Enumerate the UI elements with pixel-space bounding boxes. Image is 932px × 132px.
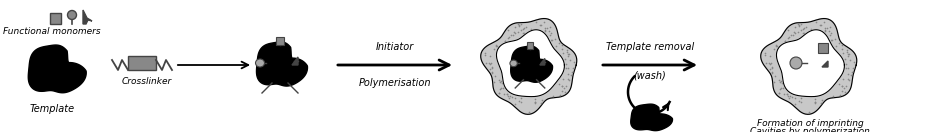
Polygon shape xyxy=(631,104,673,131)
Bar xyxy=(50,13,61,24)
Text: Template removal: Template removal xyxy=(606,42,694,52)
Bar xyxy=(128,56,156,70)
Polygon shape xyxy=(256,42,308,86)
Ellipse shape xyxy=(255,59,265,67)
Bar xyxy=(818,43,828,53)
Bar xyxy=(527,42,533,49)
Text: Template: Template xyxy=(30,104,75,114)
Text: (wash): (wash) xyxy=(634,70,666,80)
Text: Formation of imprinting: Formation of imprinting xyxy=(757,119,863,128)
Polygon shape xyxy=(776,30,844,97)
Polygon shape xyxy=(822,61,828,67)
Polygon shape xyxy=(497,30,565,97)
Polygon shape xyxy=(761,18,857,114)
Circle shape xyxy=(790,57,802,69)
Polygon shape xyxy=(28,45,87,93)
Text: Initiator: Initiator xyxy=(376,42,414,52)
Text: Cavities by polymerization: Cavities by polymerization xyxy=(750,127,870,132)
Circle shape xyxy=(67,11,76,20)
Polygon shape xyxy=(83,10,92,24)
Text: Crosslinker: Crosslinker xyxy=(122,77,172,86)
Polygon shape xyxy=(540,58,545,65)
Polygon shape xyxy=(481,18,577,114)
Polygon shape xyxy=(511,46,553,82)
Text: Polymerisation: Polymerisation xyxy=(359,78,432,88)
Ellipse shape xyxy=(510,60,517,67)
Bar xyxy=(276,37,284,45)
Text: Functional monomers: Functional monomers xyxy=(3,27,101,36)
Polygon shape xyxy=(292,57,298,65)
